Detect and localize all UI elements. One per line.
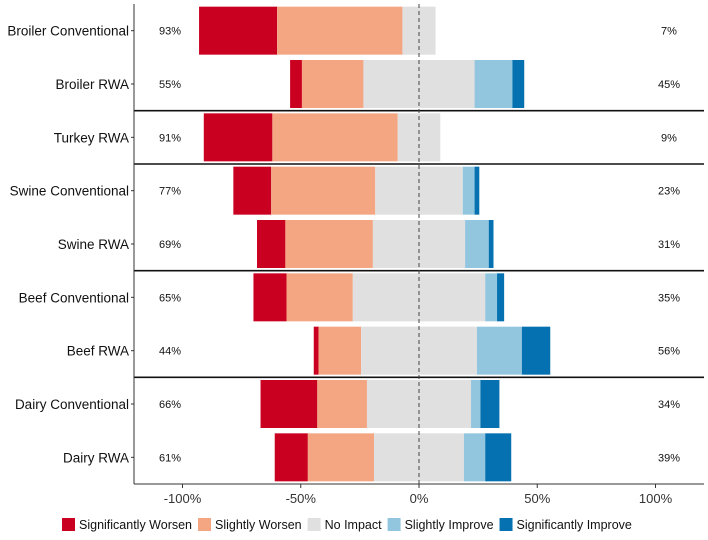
bar-turkey-rwa-significantly-worsen	[203, 113, 273, 162]
category-label-dairy-rwa: Dairy RWA	[63, 450, 129, 465]
bar-swine-conventional-slightly-worsen	[271, 166, 376, 215]
legend-swatch-significantly-improve	[499, 518, 513, 531]
bar-beef-rwa-slightly-worsen	[318, 326, 362, 375]
bar-broiler-conventional-slightly-worsen	[277, 6, 403, 55]
legend-swatch-slightly-worsen	[198, 518, 212, 531]
bar-broiler-conventional-significantly-worsen	[199, 6, 278, 55]
x-tick-label: -50%	[286, 491, 317, 506]
bar-swine-rwa-slightly-worsen	[285, 220, 373, 268]
bar-beef-conventional-significantly-worsen	[253, 273, 287, 322]
bar-broiler-rwa-slightly-improve	[474, 60, 513, 108]
bar-broiler-rwa-significantly-improve	[512, 60, 525, 108]
category-label-broiler-rwa: Broiler RWA	[55, 77, 129, 92]
right-percent-label: 7%	[661, 26, 677, 38]
legend-swatch-significantly-worsen	[62, 518, 75, 531]
left-percent-label: 65%	[159, 292, 181, 304]
category-label-dairy-conventional: Dairy Conventional	[15, 397, 129, 412]
legend-label-no-impact: No Impact	[325, 518, 382, 532]
left-percent-label: 93%	[159, 26, 181, 38]
bar-broiler-rwa-slightly-worsen	[301, 60, 364, 108]
bar-swine-rwa-significantly-improve	[488, 220, 494, 268]
bar-broiler-rwa-significantly-worsen	[290, 60, 302, 108]
right-percent-label: 56%	[658, 346, 680, 358]
legend-label-significantly-worsen: Significantly Worsen	[79, 518, 192, 532]
legend-swatch-slightly-improve	[387, 518, 401, 531]
category-label-beef-conventional: Beef Conventional	[19, 290, 129, 305]
axes: -100% -50% 0% 50% 100%	[131, 4, 704, 506]
bar-dairy-conventional-slightly-worsen	[317, 380, 367, 428]
category-label-broiler-conventional: Broiler Conventional	[7, 24, 129, 39]
left-percent-label: 91%	[159, 132, 181, 144]
x-tick-label: 50%	[524, 491, 550, 506]
right-percent-label: 45%	[658, 79, 680, 91]
bar-dairy-rwa-significantly-improve	[485, 433, 512, 482]
bar-swine-rwa-slightly-improve	[465, 220, 489, 268]
bar-turkey-rwa-slightly-worsen	[272, 113, 398, 162]
bar-beef-rwa-significantly-worsen	[313, 326, 319, 375]
bar-dairy-conventional-significantly-improve	[480, 380, 500, 428]
bar-swine-rwa-significantly-worsen	[256, 220, 286, 268]
x-tick-label: 0%	[410, 491, 429, 506]
bar-beef-conventional-slightly-improve	[485, 273, 498, 322]
left-percent-label: 44%	[159, 346, 181, 358]
legend-label-slightly-improve: Slightly Improve	[405, 518, 494, 532]
bar-beef-conventional-slightly-worsen	[286, 273, 353, 322]
left-percent-label: 69%	[159, 239, 181, 251]
bar-swine-conventional-significantly-worsen	[233, 166, 272, 215]
labels: Broiler Conventional 93% 7% Broiler RWA 55% 4…	[7, 24, 680, 466]
right-percent-label: 35%	[658, 292, 680, 304]
bar-beef-conventional-significantly-improve	[497, 273, 505, 322]
bar-beef-rwa-significantly-improve	[521, 326, 551, 375]
left-percent-label: 55%	[159, 79, 181, 91]
bar-swine-conventional-slightly-improve	[462, 166, 475, 215]
category-label-beef-rwa: Beef RWA	[67, 344, 129, 359]
right-percent-label: 9%	[661, 132, 677, 144]
category-label-swine-conventional: Swine Conventional	[10, 184, 129, 199]
bar-dairy-rwa-slightly-improve	[463, 433, 486, 482]
legend: Significantly Worsen Slightly Worsen No Im…	[62, 518, 632, 532]
bar-dairy-rwa-significantly-worsen	[274, 433, 308, 482]
x-tick-label: 100%	[639, 491, 673, 506]
right-percent-label: 31%	[658, 239, 680, 251]
right-percent-label: 23%	[658, 186, 680, 198]
bar-dairy-rwa-slightly-worsen	[307, 433, 375, 482]
bar-swine-conventional-significantly-improve	[474, 166, 480, 215]
legend-swatch-no-impact	[307, 518, 321, 531]
category-label-swine-rwa: Swine RWA	[58, 237, 129, 252]
right-percent-label: 39%	[658, 452, 680, 464]
bar-beef-rwa-slightly-improve	[476, 326, 522, 375]
legend-label-significantly-improve: Significantly Improve	[517, 518, 632, 532]
bar-dairy-conventional-slightly-improve	[471, 380, 481, 428]
x-tick-label: -100%	[164, 491, 202, 506]
legend-label-slightly-worsen: Slightly Worsen	[215, 518, 302, 532]
category-label-turkey-rwa: Turkey RWA	[54, 130, 129, 145]
left-percent-label: 66%	[159, 399, 181, 411]
bars	[199, 6, 551, 482]
left-percent-label: 77%	[159, 186, 181, 198]
bar-dairy-conventional-significantly-worsen	[260, 380, 318, 428]
right-percent-label: 34%	[658, 399, 680, 411]
left-percent-label: 61%	[159, 452, 181, 464]
